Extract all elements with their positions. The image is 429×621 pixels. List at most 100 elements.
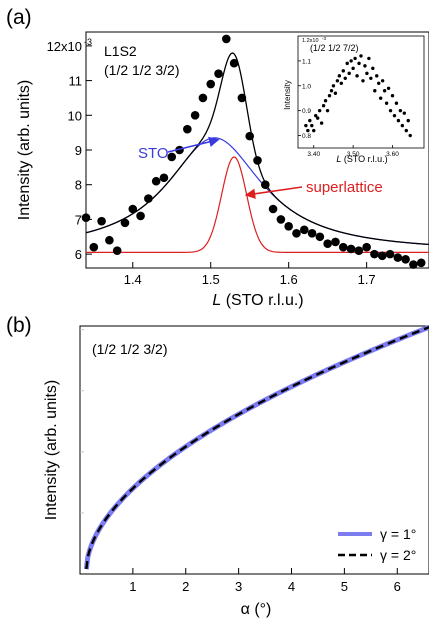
panel-a-data-point: [128, 204, 138, 214]
inset-y-top-label: 1.2x10: [302, 38, 319, 44]
inset-data-point: [304, 123, 308, 128]
inset-data-point: [355, 74, 359, 78]
gamma-1-curve: [83, 324, 429, 570]
panel-a-data-point: [183, 124, 192, 134]
inset-x-axis-label-rest: (STO r.l.u.): [341, 154, 387, 164]
inset-data-point: [353, 56, 357, 61]
inset-data-point: [333, 91, 338, 95]
inset-data-point: [384, 101, 389, 105]
legend-gamma-2-label: γ = 2°: [380, 547, 416, 563]
inset-data-point: [325, 108, 330, 113]
inset-x-axis-label: L (STO r.l.u.): [336, 154, 387, 164]
superlattice-annotation-arrow: [244, 186, 303, 199]
panel-a-data-point: [307, 228, 317, 238]
panel-b: (b) 1 2 3 4 5 6 (1/2 1/2 3/2) Intensity (arb.…: [6, 314, 429, 618]
inset-chart: 3.40 3.50 3.60 0.8 0.9 1.0 1.1 1.2x10 -3 (1/2 1/…: [283, 35, 425, 164]
inset-data-point: [377, 81, 381, 85]
panel-a-y-tick-label: 8: [75, 178, 82, 193]
inset-data-point: [392, 113, 397, 118]
inset-data-point: [315, 116, 320, 120]
panel-a-data-point: [346, 244, 356, 254]
panel-b-x-tick-label: 4: [288, 579, 295, 594]
inset-data-point: [390, 94, 395, 98]
panel-a-data-point: [159, 173, 169, 183]
panel-a-data-point: [144, 194, 153, 203]
panel-a-label: (a): [6, 6, 32, 29]
inset-y-exponent: -3: [322, 36, 326, 41]
panel-a-y-tick-label: 6: [75, 247, 82, 262]
panel-a-x-axis-label: L (STO r.l.u.): [212, 292, 303, 309]
inset-data-point: [402, 111, 407, 115]
panel-a-x-tick-label: 1.5: [202, 272, 220, 287]
panel-a-data-point: [167, 152, 177, 162]
panel-a-data-point: [120, 218, 130, 228]
inset-data-point: [349, 59, 353, 63]
panel-b-x-tick-label: 1: [129, 579, 136, 594]
panel-a-data-point: [292, 228, 301, 238]
inset-data-point: [380, 79, 385, 83]
panel-b-reflection-label: (1/2 1/2 3/2): [92, 341, 168, 357]
inset-data-point: [367, 56, 371, 61]
inset-data-point: [408, 133, 412, 138]
panel-a-x-tick-label: 1.7: [358, 272, 376, 287]
panel-a-data-point: [354, 246, 364, 255]
inset-data-point: [406, 118, 410, 123]
legend-gamma-1-label: γ = 1°: [380, 526, 416, 542]
inset-data-point: [369, 76, 373, 81]
sample-label: L1S2: [104, 43, 137, 59]
panel-a-data-point: [175, 145, 184, 155]
panel-a-data-point: [206, 79, 216, 89]
panel-a-y-exponent: -3: [84, 37, 92, 47]
inset-data-point: [373, 89, 377, 93]
superlattice-annotation-label: superlattice: [306, 179, 383, 196]
panel-a-data-point: [136, 211, 145, 221]
panel-a-data-point: [151, 176, 161, 186]
inset-data-point: [363, 64, 367, 68]
panel-a-data-point: [89, 242, 99, 252]
inset-data-point: [331, 84, 336, 88]
panel-a-data-point: [214, 69, 223, 78]
sto-annotation-arrow: [167, 136, 220, 153]
panel-a-data-point: [401, 255, 410, 264]
inset-data-point: [371, 66, 375, 71]
panel-a-data-point: [105, 235, 114, 245]
inset-data-point: [359, 54, 363, 58]
inset-data-point: [341, 69, 345, 73]
panel-a-x-axis-label-italic: L: [212, 292, 221, 309]
inset-data-point: [400, 123, 405, 128]
panel-a-data-point: [222, 34, 231, 44]
panel-a-data-point: [393, 253, 403, 262]
panel-a-y-axis-label: Intensity (arb. units): [16, 80, 33, 221]
panel-a-y-tick-label: 11: [69, 74, 83, 89]
panel-a-data-point: [260, 180, 270, 190]
inset-data-point: [361, 79, 365, 83]
inset-data-point: [394, 101, 399, 105]
panel-a-y-tick-label: 12x10: [47, 39, 82, 54]
panel-b-frame: [79, 325, 429, 575]
panel-b-label: (b): [6, 314, 32, 337]
panel-a-data-point: [97, 216, 106, 226]
inset-data-point: [343, 76, 347, 81]
inset-data-point: [337, 74, 342, 78]
panel-a-data-point: [276, 215, 286, 224]
inset-data-point: [319, 121, 324, 125]
panel-b-y-axis-label: Intensity (arb. units): [43, 380, 60, 521]
panel-a-data-point: [229, 58, 239, 68]
panel-b-x-tick-label: 5: [341, 579, 348, 594]
inset-data-point: [335, 79, 340, 83]
panel-a-x-tick-label: 1.6: [280, 272, 298, 287]
inset-y-tick-label: 0.9: [302, 108, 311, 115]
inset-data-point: [306, 128, 310, 133]
panel-a-y-tick-label: 7: [75, 212, 82, 227]
panel-a-data-point: [409, 260, 418, 269]
sto-annotation-label: STO: [138, 145, 169, 162]
panel-a-x-tick-label: 1.4: [124, 272, 142, 287]
gamma-2-curve: [85, 326, 429, 570]
panel-a-data-point: [190, 110, 200, 120]
panel-a-reflection-label: (1/2 1/2 3/2): [104, 62, 180, 78]
inset-y-tick-label: 1.0: [302, 83, 311, 90]
panel-a-data-point: [198, 93, 208, 103]
inset-data-point: [404, 128, 408, 133]
